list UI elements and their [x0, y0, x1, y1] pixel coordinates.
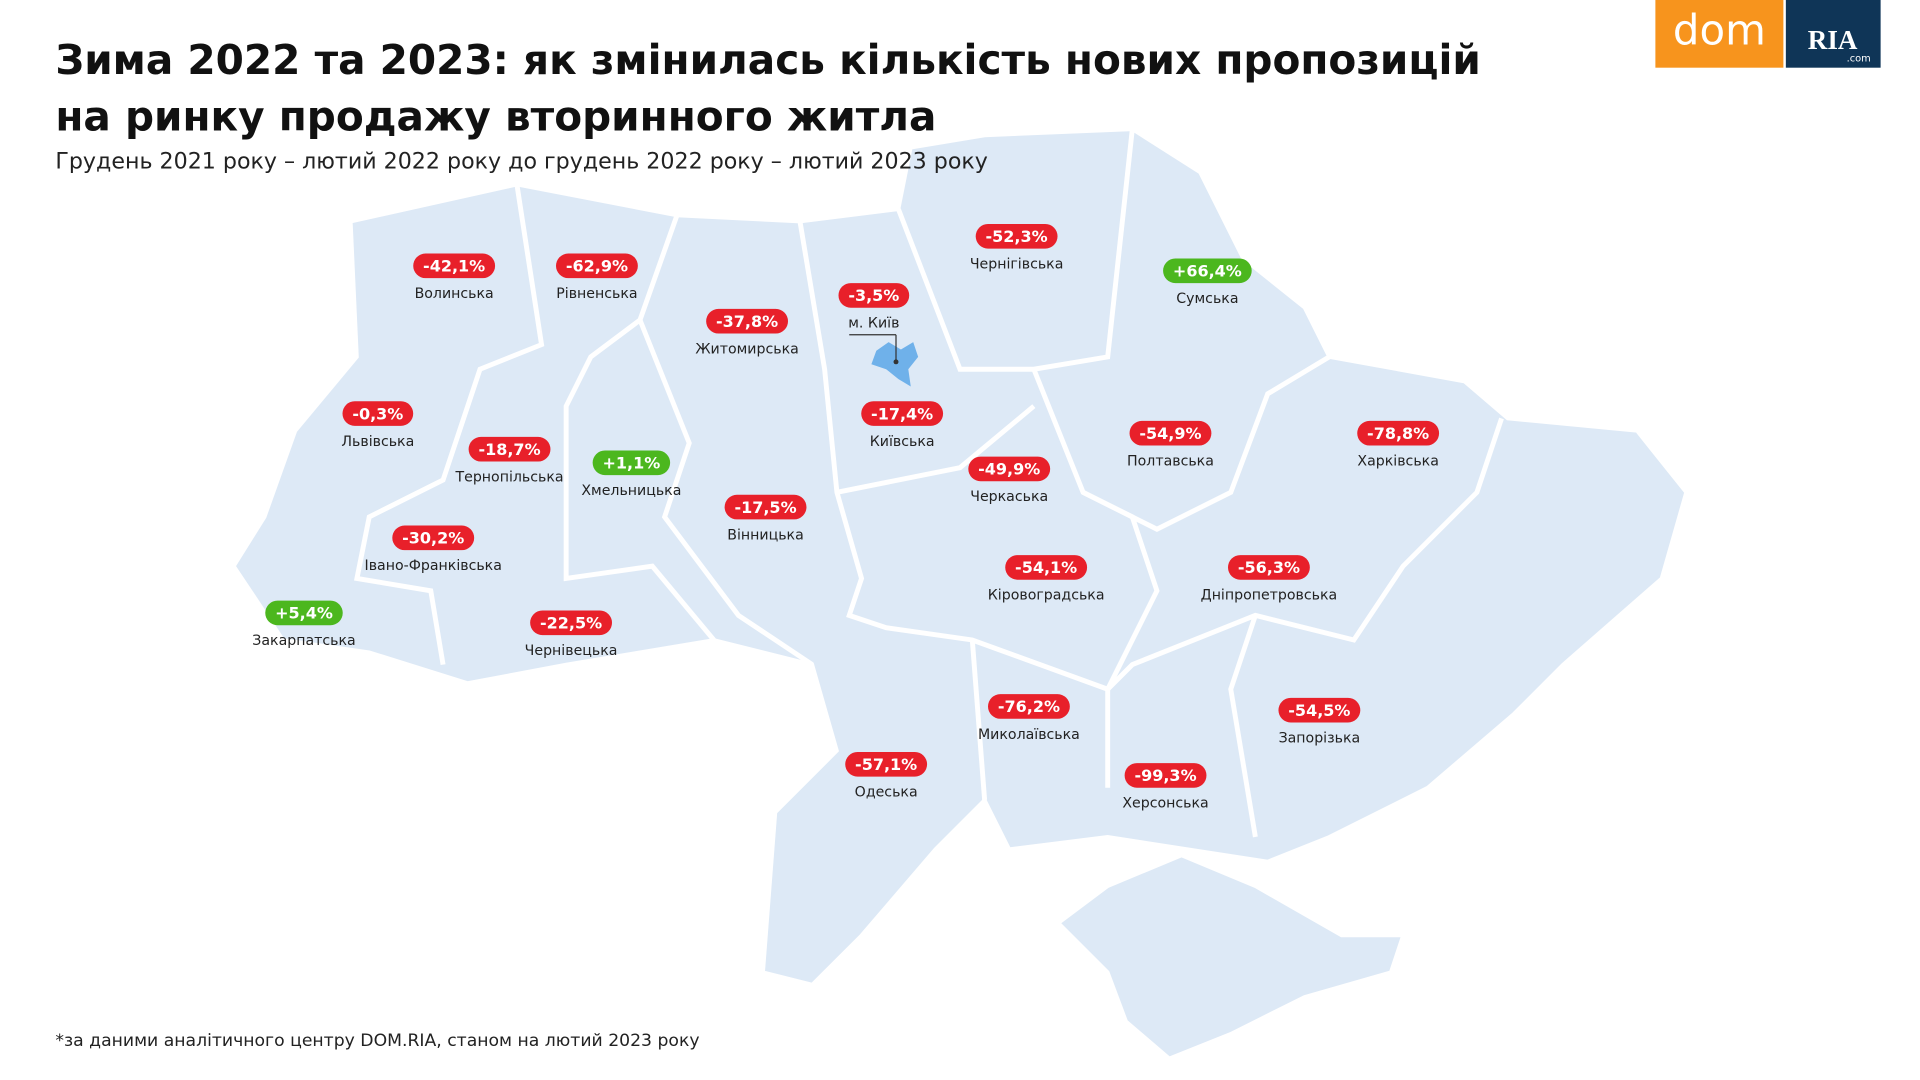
region-labels: -42,1% Волинська -62,9% Рівненська -37,8% Жит…	[252, 224, 1440, 812]
change-label: -99,3%	[1134, 766, 1196, 785]
change-pill	[1005, 555, 1088, 580]
footnote: *за даними аналітичного центру DOM.RIA, …	[55, 1031, 699, 1051]
change-label: -57,1%	[855, 755, 917, 774]
change-label: -54,5%	[1288, 701, 1350, 720]
logo-suffix: .com	[1847, 54, 1871, 65]
region-name: Кіровоградська	[988, 588, 1105, 604]
change-label: -37,8%	[716, 312, 778, 331]
change-label: +5,4%	[275, 604, 333, 623]
change-pill	[413, 253, 496, 279]
change-pill	[845, 752, 928, 777]
region-name: Миколаївська	[978, 727, 1080, 743]
change-pill	[861, 401, 944, 426]
change-label: -52,3%	[986, 227, 1048, 246]
region-name: Івано-Франківська	[365, 558, 502, 574]
change-label: -49,9%	[978, 460, 1040, 479]
change-pill	[1357, 420, 1440, 446]
change-pill	[342, 401, 414, 426]
change-pill	[555, 253, 638, 279]
region-name: Запорізька	[1279, 730, 1361, 746]
change-pill	[1278, 697, 1361, 723]
change-pill	[975, 224, 1058, 249]
change-label: -18,7%	[478, 440, 540, 459]
region-name: Сумська	[1176, 291, 1238, 307]
change-label: -30,2%	[402, 529, 464, 548]
change-pill	[1129, 420, 1212, 446]
region-name: Харківська	[1357, 454, 1438, 470]
change-label: +66,4%	[1173, 261, 1242, 280]
region-name: Дніпропетровська	[1201, 588, 1338, 604]
title: на ринку продажу вторинного житла	[55, 92, 936, 140]
change-label: +1,1%	[602, 454, 660, 473]
ukraine-mainland	[231, 127, 1689, 987]
change-label: -42,1%	[423, 257, 485, 276]
kyiv-city	[871, 342, 919, 387]
change-pill	[706, 308, 789, 334]
region-name: Чернівецька	[525, 643, 618, 659]
logo: dom RIA .com	[1655, 0, 1881, 68]
region-name: м. Київ	[848, 316, 899, 332]
change-label: -54,9%	[1139, 424, 1201, 443]
region-name: Київська	[870, 434, 935, 450]
logo-right: RIA	[1808, 25, 1858, 55]
region-name: Одеська	[855, 785, 918, 801]
change-pill	[1163, 258, 1252, 284]
change-label: -17,5%	[734, 498, 796, 517]
change-label: -0,3%	[352, 404, 403, 423]
change-pill	[468, 436, 551, 462]
region-name: Полтавська	[1127, 454, 1214, 470]
change-label: -78,8%	[1367, 424, 1429, 443]
title: Зима 2022 та 2023: як змінилась кількіст…	[55, 36, 1480, 84]
region-borders	[354, 128, 1504, 838]
change-label: -76,2%	[998, 697, 1060, 716]
change-pill	[724, 494, 807, 520]
logo-right-bg	[1785, 0, 1881, 68]
region-name: Херсонська	[1122, 796, 1208, 812]
change-label: -56,3%	[1238, 558, 1300, 577]
change-pill	[1227, 555, 1310, 580]
crimea	[1055, 853, 1406, 1061]
region-name: Львівська	[341, 434, 414, 450]
change-label: -22,5%	[540, 613, 602, 632]
region-name: Тернопільська	[454, 470, 563, 486]
region-name: Хмельницька	[581, 483, 681, 499]
change-pill	[265, 600, 343, 626]
region-name: Житомирська	[695, 342, 798, 358]
region-name: Чернігівська	[970, 257, 1064, 273]
change-pill	[968, 456, 1051, 482]
map	[231, 127, 1689, 1061]
change-label: -54,1%	[1015, 558, 1077, 577]
region-name: Рівненська	[556, 286, 637, 302]
change-pill	[530, 610, 613, 636]
change-pill	[1124, 763, 1207, 788]
region-name: Волинська	[415, 286, 494, 302]
logo-left-bg	[1655, 0, 1784, 68]
region-name: Вінницька	[727, 527, 803, 543]
subtitle: Грудень 2021 року – лютий 2022 року до г…	[55, 149, 988, 175]
change-label: -3,5%	[848, 286, 899, 305]
change-pill	[838, 283, 910, 308]
change-pill	[987, 694, 1070, 719]
change-pill	[592, 450, 671, 476]
change-label: -17,4%	[871, 404, 933, 423]
change-label: -62,9%	[566, 257, 628, 276]
region-name: Закарпатська	[252, 633, 355, 649]
region-name: Черкаська	[970, 489, 1048, 505]
logo-left: dom	[1673, 5, 1766, 54]
kyiv-dot	[893, 359, 899, 365]
change-pill	[392, 525, 475, 551]
